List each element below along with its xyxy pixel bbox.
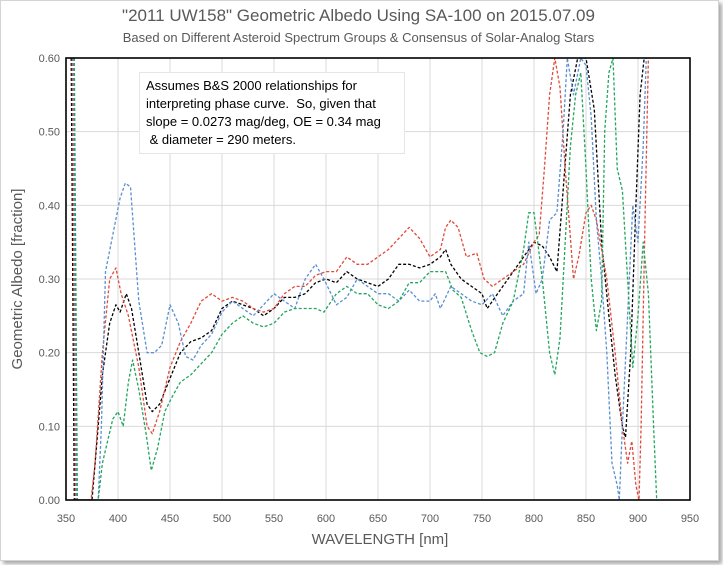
x-tick-label: 650 <box>369 513 387 525</box>
y-tick-label: 0.60 <box>39 53 60 65</box>
x-tick-labels: 350 400 450 500 550 600 650 700 750 800 850 900 950 <box>57 513 699 525</box>
plot-area-border <box>65 57 691 501</box>
y-tick-labels: 0.00 0.10 0.20 0.30 0.40 0.50 0.60 <box>39 53 60 507</box>
series-line-2 <box>71 58 650 500</box>
x-tick-label: 750 <box>473 513 491 525</box>
annotation-box: Assumes B&S 2000 relationships for inter… <box>139 72 405 154</box>
x-tick-label: 850 <box>577 513 595 525</box>
chart-subtitle: Based on Different Asteroid Spectrum Gro… <box>122 30 595 45</box>
x-tick-label: 950 <box>681 513 699 525</box>
x-tick-label: 800 <box>525 513 543 525</box>
x-tick-label: 450 <box>161 513 179 525</box>
annotation-line-3: slope = 0.0273 mag/deg, OE = 0.34 mag <box>146 114 381 129</box>
annotation-line-2: interpreting phase curve. So, given that <box>146 96 376 111</box>
x-tick-label: 700 <box>421 513 439 525</box>
y-tick-label: 0.00 <box>39 495 60 507</box>
annotation-line-1: Assumes B&S 2000 relationships for <box>146 78 357 93</box>
x-tick-label: 500 <box>213 513 231 525</box>
annotation-line-4: & diameter = 290 meters. <box>146 132 296 147</box>
x-axis-label: WAVELENGTH [nm] <box>312 531 449 548</box>
series-group <box>70 58 658 500</box>
y-tick-label: 0.10 <box>39 421 60 433</box>
y-axis-label: Geometric Albedo [fraction] <box>9 189 26 370</box>
series-line-1 <box>70 58 645 500</box>
x-tick-label: 550 <box>265 513 283 525</box>
x-tick-label: 400 <box>109 513 127 525</box>
chart-title: "2011 UW158" Geometric Albedo Using SA-1… <box>122 6 595 25</box>
y-tick-label: 0.30 <box>39 274 60 286</box>
x-tick-label: 350 <box>57 513 75 525</box>
y-tick-label: 0.40 <box>39 200 60 212</box>
series-line-4 <box>73 58 658 500</box>
y-tick-label: 0.20 <box>39 348 60 360</box>
x-tick-label: 900 <box>629 513 647 525</box>
x-tick-label: 600 <box>317 513 335 525</box>
y-tick-label: 0.50 <box>39 127 60 139</box>
